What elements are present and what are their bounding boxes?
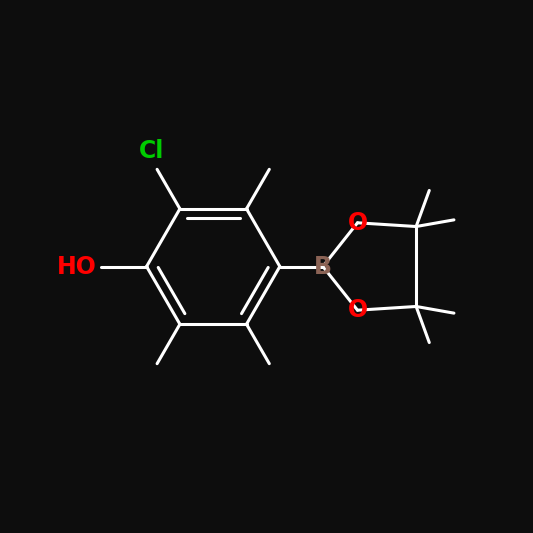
Text: O: O <box>348 298 368 322</box>
Text: O: O <box>348 211 368 235</box>
Text: HO: HO <box>57 254 97 279</box>
Text: Cl: Cl <box>139 139 165 163</box>
Text: B: B <box>314 254 332 279</box>
